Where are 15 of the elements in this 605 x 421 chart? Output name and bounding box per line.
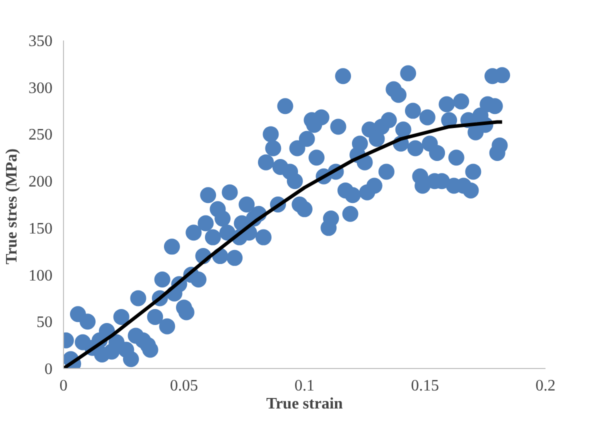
y-tick-label: 100 [28,267,52,284]
x-axis-title: True strain [266,396,343,412]
x-tick-label: 0.2 [536,378,556,394]
y-axis-title: True stres (MPa) [4,148,20,264]
y-tick-label: 200 [28,174,52,191]
y-tick-label: 50 [36,314,52,332]
y-tick-label: 0 [44,361,52,378]
x-tick-label: 0.15 [411,378,439,394]
x-tick-label: 0 [60,378,68,394]
y-tick-label: 300 [28,80,52,97]
x-tick-label: 0.05 [170,378,198,394]
x-tick-label: 0.1 [294,378,314,394]
y-tick-label: 350 [28,33,52,50]
y-tick-label: 250 [28,126,52,144]
y-tick-label: 150 [28,220,52,238]
